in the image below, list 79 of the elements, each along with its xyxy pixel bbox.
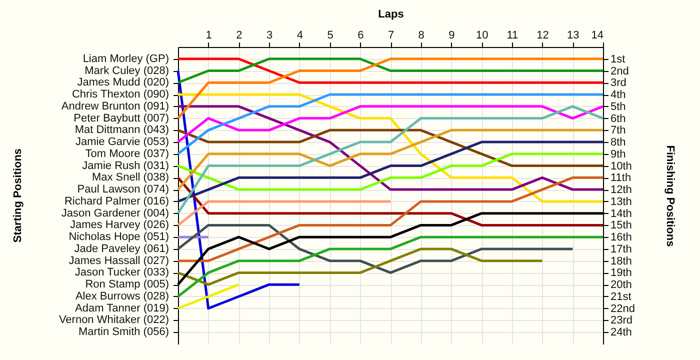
y-tick-label: 17th [610,243,632,256]
y-tick-label: 5th [610,100,626,113]
y-tick-label: 24th [610,326,632,339]
y-tick-label: 12th [610,184,632,196]
line-series [176,93,604,203]
text: Tom Moore (037) [85,148,169,160]
line-series [176,128,604,191]
line-series [176,105,604,191]
x-tick-label: 5 [327,30,334,42]
text: Alex Burrows (028) [75,290,169,302]
line-series [176,128,604,168]
text: Max Snell (038) [92,172,169,184]
y-tick-label: 10th [610,160,632,172]
y-tick-label: 16th [610,232,632,244]
x-tick-label: 12 [536,30,549,42]
y-tick-label: 6th [610,112,626,125]
y-tick-label: 2nd [610,65,629,78]
text: Adam Tanner (019) [75,302,169,314]
y-tick-label: 4th [610,89,626,102]
line-series [176,58,604,120]
text: Liam Morley (GP) [82,52,169,65]
y-tick-label: 3rd [610,77,626,90]
line-series [176,140,604,203]
y-tick-label: 15th [610,220,632,232]
y-tick-label: 21st [610,290,632,303]
text: Peter Baybutt (007) [74,112,169,124]
x-tick-label: 1 [206,30,212,42]
y-tick-label: 7th [610,124,626,137]
line-series [176,105,604,215]
text: Jade Paveley (061) [74,242,169,255]
x-tick-label: 2 [236,30,242,42]
y-tick-label: 20th [610,279,632,292]
y-tick-label: 11th [610,172,632,184]
y-tick-label: 14th [610,208,632,220]
text: Chris Thexton (090) [72,88,169,101]
text: Mat Dittmann (043) [74,124,169,136]
line-series [176,93,604,156]
line-series [176,236,604,298]
text: Richard Palmer (016) [64,195,169,208]
text: James Harvey (026) [70,219,169,232]
x-tick-label: 14 [591,30,604,42]
y-tick-label: 13th [610,196,632,208]
x-tick-label: 3 [266,30,273,42]
x-tick-label: 9 [448,30,455,42]
y-axis-title: Finishing Positions [664,145,676,247]
text: James Mudd (020) [77,76,169,89]
x-axis-title: Laps [378,8,404,20]
x-tick-label: 11 [506,30,518,42]
x-tick-label: 10 [476,30,488,42]
text: Ron Stamp (005) [85,278,169,291]
x-tick-label: 4 [296,30,303,42]
y-tick-label: 8th [610,136,626,149]
text: Jamie Garvie (053) [75,136,169,148]
y-tick-label: 23rd [610,314,633,327]
line-series [176,152,604,191]
text: Martin Smith (056) [78,326,169,338]
y-tick-label: 19th [610,267,632,280]
y-tick-label: 9th [610,148,626,160]
x-tick-label: 6 [358,30,364,42]
y-tick-label: 18th [610,255,632,268]
text: Nicholas Hope (051) [68,231,169,244]
text: Paul Lawson (074) [77,184,169,196]
line-series [176,176,604,262]
line-series [176,105,604,144]
line-series [176,248,544,286]
line-series [176,224,574,274]
y-tick-label: 1st [610,53,626,66]
x-tick-label: 13 [567,30,580,42]
text: Vernon Whitaker (022) [58,314,169,326]
text: Starting Positions [12,148,24,243]
text: James Hassall (027) [68,254,169,267]
text: Jamie Rush (031) [82,160,169,172]
y-tick-label: 22nd [610,302,635,315]
text: Jason Gardener (004) [61,207,169,220]
x-tick-label: 8 [418,30,424,42]
text: Andrew Brunton (091) [61,100,169,112]
text: Jason Tucker (033) [74,266,169,279]
text: Mark Culey (028) [84,64,169,77]
x-tick-label: 7 [388,30,394,42]
